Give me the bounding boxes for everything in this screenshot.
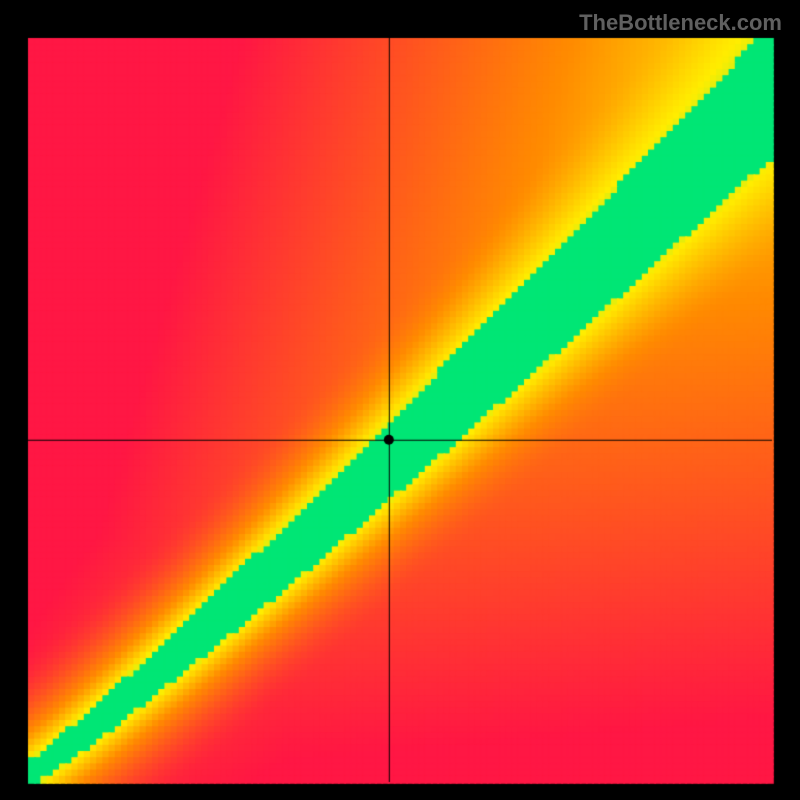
heatmap-canvas — [0, 0, 800, 800]
watermark-text: TheBottleneck.com — [579, 10, 782, 36]
